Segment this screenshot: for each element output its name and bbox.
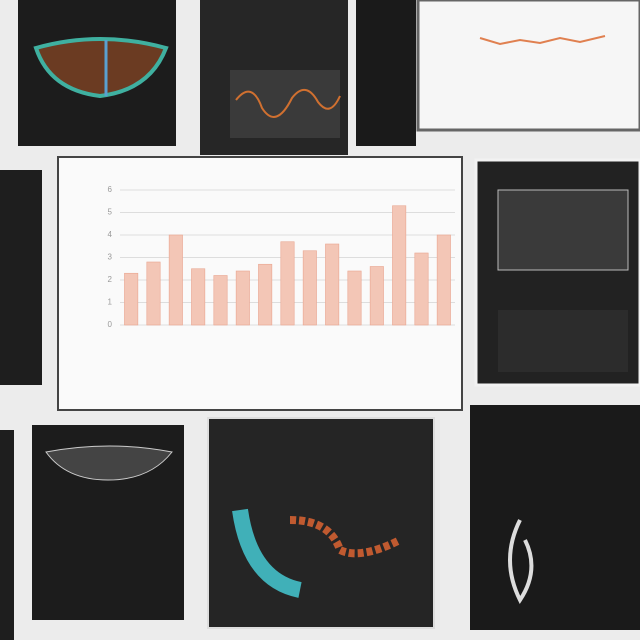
plot-area	[230, 70, 340, 138]
y-tick-label: 3	[108, 253, 113, 262]
bar	[191, 268, 206, 326]
panel	[470, 405, 640, 630]
bar	[124, 272, 139, 326]
bar	[436, 234, 451, 326]
bar	[280, 241, 295, 326]
panel	[0, 170, 42, 385]
plot-area	[498, 310, 628, 372]
bar	[325, 243, 340, 326]
chart: 0 1 2 3 4 5 6	[108, 185, 455, 329]
panel	[356, 0, 416, 146]
bar	[168, 234, 183, 326]
y-tick-label: 1	[108, 298, 113, 307]
bar	[347, 270, 362, 326]
panel	[416, 0, 640, 132]
bar	[235, 270, 250, 326]
y-tick-label: 6	[108, 185, 113, 194]
decor	[479, 35, 606, 46]
image	[33, 37, 169, 99]
image	[232, 508, 302, 598]
bar	[302, 250, 317, 326]
bar	[213, 275, 228, 326]
y-tick-label: 5	[108, 208, 113, 217]
y-tick-label: 0	[108, 320, 113, 329]
y-tick-label: 4	[108, 230, 113, 239]
bar	[146, 261, 161, 326]
image	[508, 519, 534, 604]
y-tick-label: 2	[108, 275, 113, 284]
panel	[0, 430, 14, 640]
image	[45, 445, 173, 481]
bar	[369, 266, 384, 326]
decor	[235, 89, 341, 118]
bar	[392, 205, 407, 326]
image	[497, 189, 629, 271]
decor	[289, 516, 402, 558]
bar	[414, 252, 429, 326]
bar	[258, 263, 273, 326]
